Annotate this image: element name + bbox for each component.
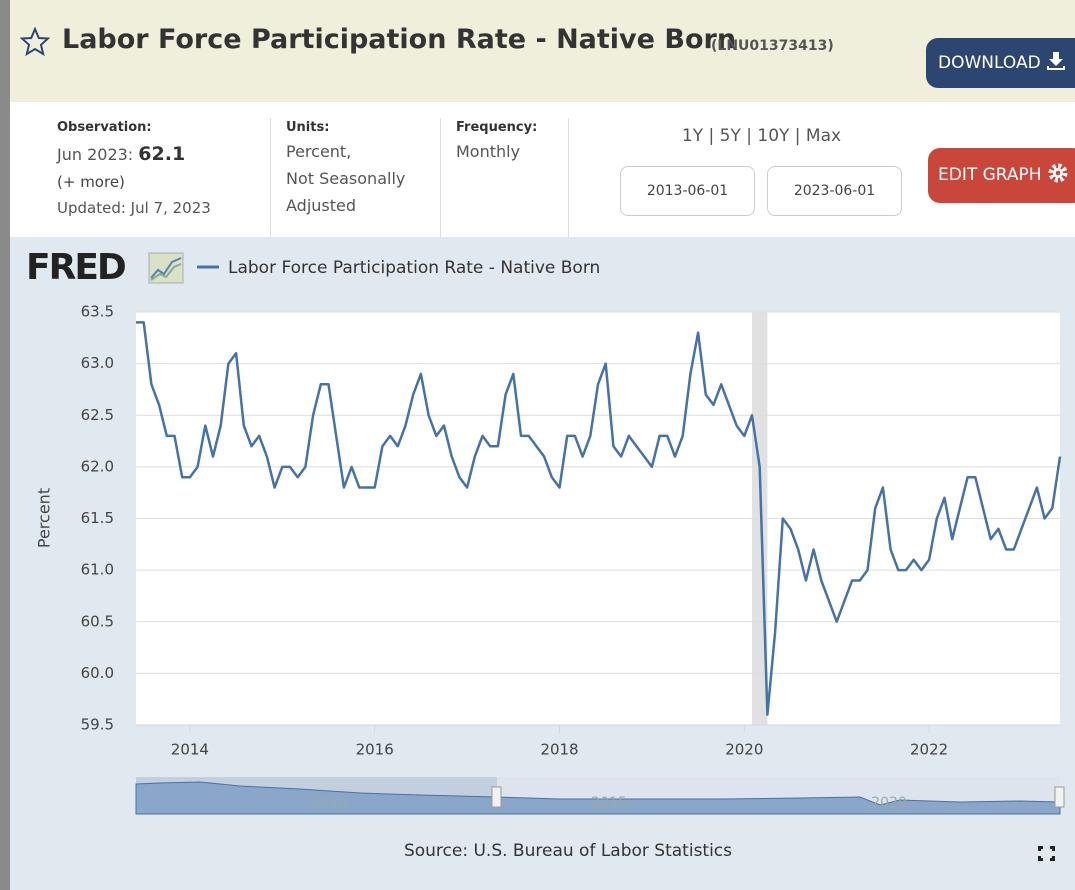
frequency-label: Frequency: (456, 120, 538, 135)
end-date-input[interactable]: 2023-06-01 (767, 166, 902, 216)
separator (568, 118, 569, 237)
navigator-label: 2015 (591, 795, 627, 811)
separator (270, 118, 271, 237)
y-tick-label: 59.5 (81, 716, 114, 734)
data-line (136, 321, 1062, 716)
fred-logo: FRED (26, 247, 127, 288)
observation-date: Jun 2023: (57, 145, 134, 164)
y-tick-label: 63.5 (81, 303, 114, 321)
header (10, 0, 1075, 102)
units-line: Adjusted (286, 196, 357, 215)
y-tick-label: 62.5 (81, 406, 114, 424)
x-tick-label: 2016 (356, 741, 394, 759)
x-tick-label: 2018 (540, 741, 578, 759)
source-note: Source: U.S. Bureau of Labor Statistics (404, 841, 732, 861)
window-edge (0, 0, 10, 890)
y-tick-label: 63.0 (81, 354, 114, 372)
separator (440, 118, 441, 237)
more-link[interactable]: (+ more) (57, 173, 125, 191)
units-line: Not Seasonally (286, 169, 406, 188)
navigator-series (135, 781, 1061, 815)
navigator-handle[interactable] (491, 786, 502, 808)
x-tick-label: 2014 (171, 741, 209, 759)
units-value: Percent, Not Seasonally Adjusted (286, 138, 405, 219)
edit-graph-button[interactable]: EDIT GRAPH (928, 148, 1075, 203)
navigator-handle[interactable] (1054, 786, 1065, 808)
range-buttons[interactable]: 1Y | 5Y | 10Y | Max (681, 126, 842, 146)
navigator-label: 2020 (871, 795, 907, 811)
logo-icon (148, 252, 184, 284)
fullscreen-icon[interactable] (1038, 846, 1055, 861)
updated-date: Updated: Jul 7, 2023 (57, 199, 211, 217)
navigator-label: 2010 (311, 795, 347, 811)
download-button[interactable]: DOWNLOAD (926, 38, 1075, 88)
edit-label: EDIT GRAPH (938, 165, 1042, 185)
observation-label: Observation: (57, 120, 152, 135)
star-icon[interactable] (20, 27, 50, 57)
legend-label[interactable]: Labor Force Participation Rate - Native … (228, 258, 600, 278)
series-id: (LNU01373413) (711, 38, 834, 54)
y-axis-label: Percent (35, 488, 54, 548)
y-tick-label: 61.0 (81, 561, 114, 579)
y-tick-label: 61.5 (81, 509, 114, 527)
y-tick-label: 62.0 (81, 457, 114, 475)
download-label: DOWNLOAD (938, 53, 1041, 73)
start-date-input[interactable]: 2013-06-01 (620, 166, 755, 216)
y-tick-label: 60.5 (81, 612, 114, 630)
x-tick-label: 2020 (725, 741, 763, 759)
observation-value: 62.1 (138, 143, 186, 165)
page-title: Labor Force Participation Rate - Native … (62, 24, 737, 55)
frequency-value: Monthly (456, 142, 521, 161)
y-tick-label: 60.0 (81, 664, 114, 682)
units-label: Units: (286, 120, 330, 135)
units-line: Percent, (286, 142, 352, 161)
gear-icon (1048, 163, 1068, 183)
x-tick-label: 2022 (910, 741, 948, 759)
download-icon (1047, 52, 1066, 70)
